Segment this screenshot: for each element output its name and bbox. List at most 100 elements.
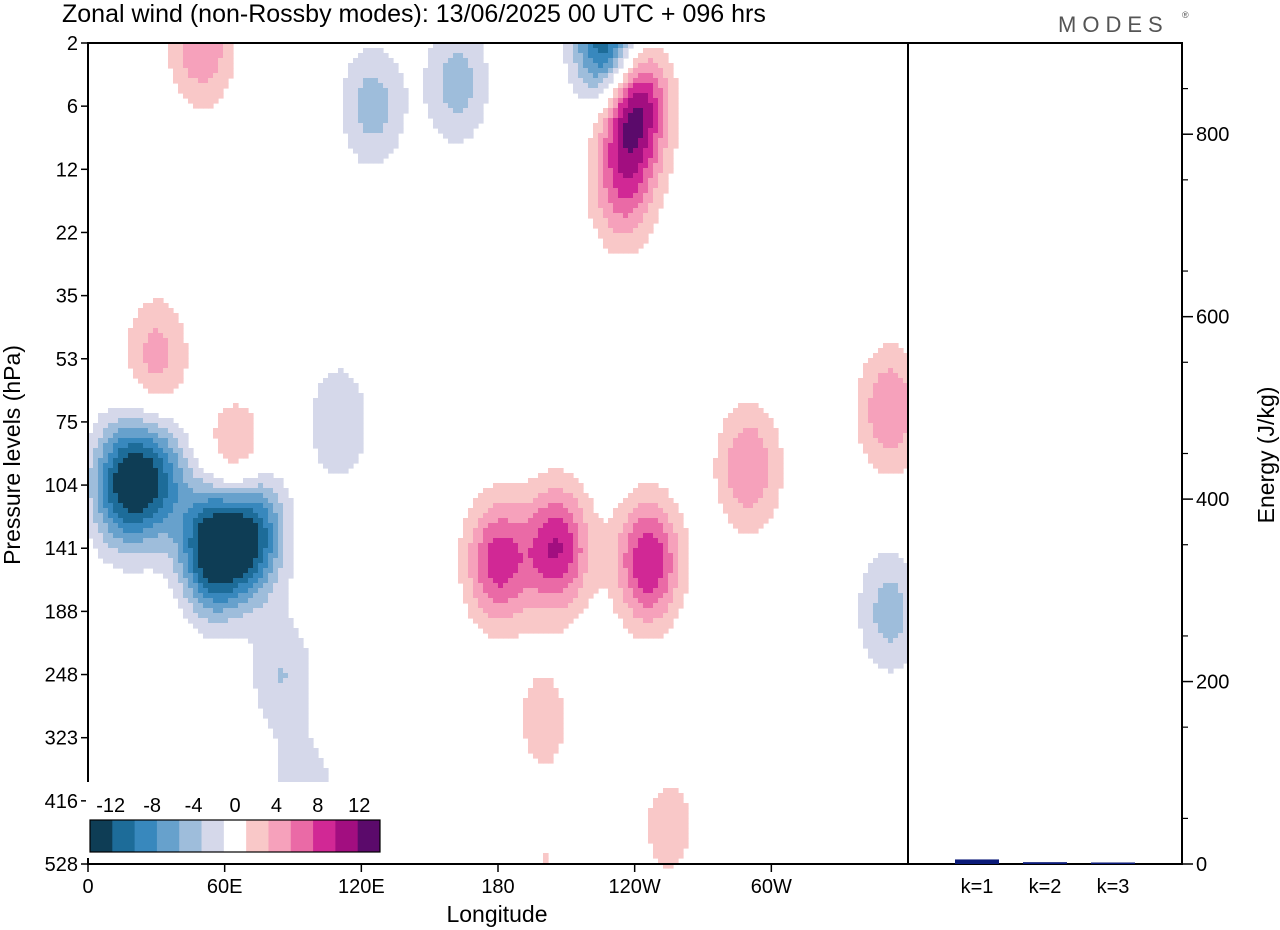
contour-cell [328,388,334,394]
contour-cell [738,468,744,474]
contour-cell [223,443,229,449]
contour-cell [113,433,119,439]
contour-cell [333,423,339,429]
contour-cell [288,648,294,654]
contour-cell [653,523,659,529]
contour-cell [143,528,149,534]
contour-cell [863,603,869,609]
contour-cell [153,338,159,344]
contour-cell [893,408,899,414]
contour-cell [448,103,454,109]
contour-cell [118,483,124,489]
contour-cell [668,603,674,609]
contour-cell [628,183,634,189]
contour-cell [618,513,624,519]
contour-cell [508,598,514,604]
contour-cell [603,553,609,559]
contour-cell [158,548,164,554]
contour-cell [208,588,214,594]
contour-cell [483,558,489,564]
contour-cell [483,548,489,554]
contour-cell [268,653,274,659]
contour-cell [638,143,644,149]
contour-cell [628,593,634,599]
contour-cell [648,118,654,124]
contour-cell [528,563,534,569]
contour-cell [748,503,754,509]
contour-cell [893,663,899,669]
contour-cell [293,663,299,669]
contour-cell [863,643,869,649]
contour-cell [678,523,684,529]
contour-cell [183,438,189,444]
contour-cell [893,383,899,389]
contour-cell [243,588,249,594]
contour-cell [523,528,529,534]
contour-cell [503,568,509,574]
contour-cell [218,93,224,99]
contour-cell [628,168,634,174]
contour-cell [343,443,349,449]
contour-cell [498,583,504,589]
contour-cell [283,533,289,539]
contour-cell [673,113,679,119]
contour-cell [188,538,194,544]
contour-cell [283,643,289,649]
contour-cell [623,53,629,59]
contour-cell [573,588,579,594]
contour-cell [133,523,139,529]
contour-cell [733,438,739,444]
contour-cell [893,598,899,604]
contour-cell [278,533,284,539]
contour-cell [173,43,179,49]
contour-cell [193,618,199,624]
contour-cell [518,493,524,499]
contour-cell [668,573,674,579]
contour-cell [243,423,249,429]
contour-cell [518,608,524,614]
contour-cell [173,383,179,389]
contour-cell [858,423,864,429]
contour-cell [623,73,629,79]
contour-cell [648,488,654,494]
contour-cell [678,568,684,574]
contour-cell [653,603,659,609]
contour-cell [168,353,174,359]
contour-cell [203,588,209,594]
contour-cell [143,303,149,309]
contour-cell [183,548,189,554]
contour-cell [573,478,579,484]
contour-cell [248,598,254,604]
contour-cell [583,63,589,69]
contour-cell [198,488,204,494]
contour-cell [123,528,129,534]
contour-cell [508,543,514,549]
contour-cell [183,538,189,544]
contour-cell [193,83,199,89]
contour-cell [588,498,594,504]
contour-cell [523,538,529,544]
contour-cell [138,458,144,464]
contour-cell [658,48,664,54]
contour-cell [898,368,904,374]
contour-cell [213,88,219,94]
contour-cell [898,398,904,404]
contour-cell [463,543,469,549]
contour-cell [263,638,269,644]
contour-cell [323,463,329,469]
contour-cell [438,123,444,129]
contour-cell [778,483,784,489]
contour-cell [628,108,634,114]
contour-cell [173,333,179,339]
contour-cell [858,398,864,404]
contour-cell [518,508,524,514]
contour-cell [663,508,669,514]
contour-cell [593,183,599,189]
contour-cell [258,638,264,644]
contour-cell [163,323,169,329]
contour-cell [123,563,129,569]
contour-cell [138,553,144,559]
contour-cell [503,548,509,554]
contour-cell [98,463,104,469]
contour-cell [123,408,129,414]
